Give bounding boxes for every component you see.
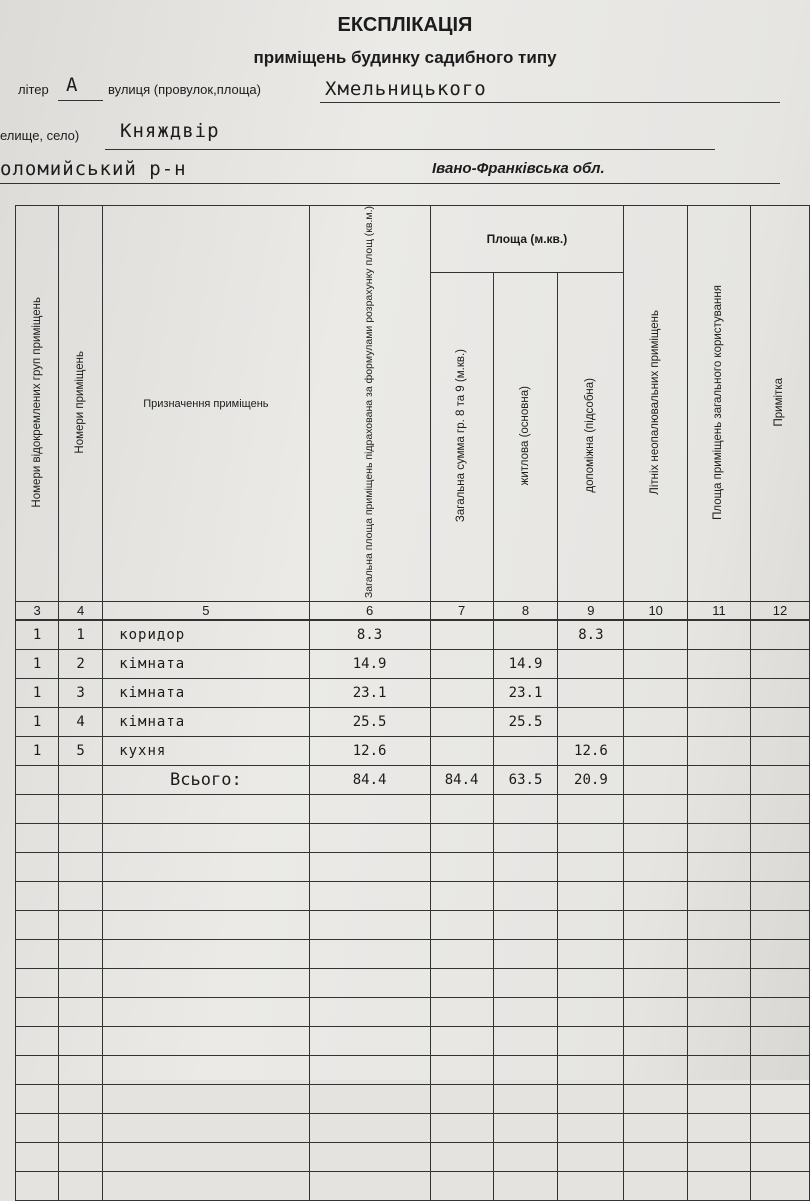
header-living: житлова (основна): [492, 272, 559, 603]
table-row: 1 4 кімната 25.5 25.5: [14, 707, 810, 738]
settlement-value: Княждвір: [120, 120, 220, 142]
liter-value: А: [66, 74, 79, 96]
table-row: 1 3 кімната 23.1 23.1: [14, 678, 810, 709]
settlement-label: елище, село): [0, 128, 80, 143]
liter-label: літер: [18, 82, 49, 97]
empty-row: [14, 823, 810, 854]
empty-row: [14, 1142, 810, 1173]
header-total-area: Загальна площа приміщень підрахована за …: [308, 204, 431, 603]
empty-row: [14, 881, 810, 912]
street-label: вулиця (провулок,площа): [108, 82, 261, 97]
empty-row: [14, 1171, 810, 1201]
empty-row: [14, 1055, 810, 1086]
header-sum-8-9: Загальна сумма гр. 8 та 9 (м.кв.): [429, 272, 494, 603]
header-summer: Літніх неопалювальних приміщень: [623, 204, 689, 603]
explication-table: Номери відокремлених груп приміщень Номе…: [14, 204, 810, 1201]
header-purpose: Призначення приміщень: [102, 204, 310, 603]
totals-row: Всього: 84.4 84.4 63.5 20.9: [14, 765, 810, 796]
empty-row: [14, 1084, 810, 1115]
document-subtitle: приміщень будинку садибного типу: [253, 48, 557, 67]
empty-row: [14, 1026, 810, 1057]
empty-row: [14, 852, 810, 883]
empty-row: [14, 794, 810, 825]
table-row: 1 1 коридор 8.3 8.3: [14, 619, 810, 651]
header-room-numbers: Номери приміщень: [58, 204, 104, 603]
empty-row: [14, 1113, 810, 1144]
region: Івано-Франківська обл.: [432, 160, 605, 177]
column-numbers-row: 3 4 5 6 7 8 9 10 11 12: [14, 601, 810, 622]
totals-label: Всього:: [102, 765, 310, 796]
empty-row: [14, 997, 810, 1028]
document-title: ЕКСПЛІКАЦІЯ: [337, 14, 473, 36]
header-common: Площа приміщень загального користування: [687, 204, 751, 603]
table-row: 1 5 кухня 12.6 12.6: [14, 736, 810, 767]
empty-row: [14, 910, 810, 941]
district-value: оломийський р-н: [0, 158, 187, 180]
empty-row: [14, 968, 810, 999]
table-row: 1 2 кімната 14.9 14.9: [14, 649, 810, 680]
empty-row: [14, 939, 810, 970]
header-group-numbers: Номери відокремлених груп приміщень: [14, 204, 60, 603]
header-note: Примітка: [749, 204, 810, 603]
header-auxiliary: допоміжна (підсобна): [557, 272, 625, 603]
header-area-group: Площа (м.кв.): [429, 204, 625, 274]
street-value: Хмельницького: [325, 78, 487, 100]
